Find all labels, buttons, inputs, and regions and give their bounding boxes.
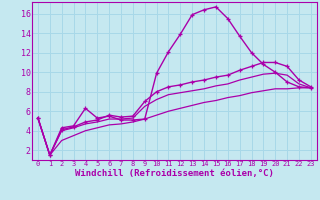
X-axis label: Windchill (Refroidissement éolien,°C): Windchill (Refroidissement éolien,°C) <box>75 169 274 178</box>
